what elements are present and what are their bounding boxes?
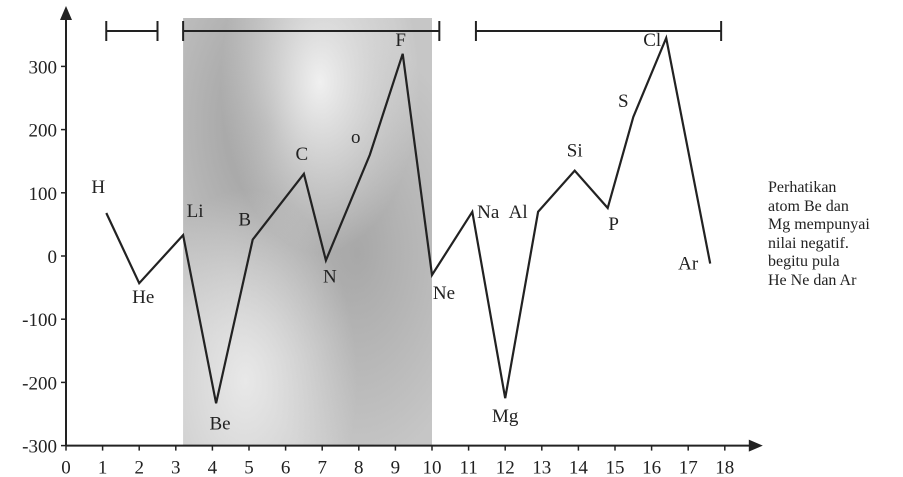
element-label-si: Si (567, 141, 583, 162)
note-line: He Ne dan Ar (768, 271, 857, 289)
x-tick-label: 11 (459, 458, 477, 477)
element-label-ne: Ne (433, 283, 455, 304)
note-line: Mg mempunyai (768, 216, 870, 233)
x-tick-label: 13 (532, 458, 551, 477)
axes: 0 1 2 3 4 5 6 7 8 9 10 11 12 13 14 15 16 17 18-300-200-100… (22, 6, 763, 477)
element-label-he: He (132, 287, 154, 308)
x-tick-label: 3 (171, 458, 181, 477)
element-label-al: Al (509, 202, 528, 223)
x-tick-label: 18 (715, 458, 734, 477)
x-axis-arrow (748, 439, 763, 452)
element-label-li: Li (187, 201, 204, 222)
element-label-b: B (238, 210, 251, 231)
x-tick-label: 15 (606, 458, 625, 477)
y-tick-label: 0 (48, 247, 58, 268)
element-label-c: C (296, 144, 309, 165)
x-tick-label: 2 (134, 458, 144, 477)
y-tick-label: -300 (22, 437, 57, 458)
note-line: Perhatikan (768, 179, 837, 196)
group-bracket (182, 21, 441, 41)
y-tick-label: -200 (22, 373, 57, 394)
y-axis-arrow (60, 6, 72, 20)
x-tick-label: 14 (569, 458, 589, 477)
element-labels: H He Li Be B C No F Ne Na Mg Al Si P S Cl Ar (91, 30, 698, 434)
x-tick-label: 17 (679, 458, 698, 477)
element-label-o: o (351, 127, 361, 148)
element-label-p: P (608, 214, 619, 235)
y-tick-label: 100 (29, 184, 58, 205)
y-tick-label: 300 (29, 57, 58, 78)
x-tick-label: 5 (244, 458, 254, 477)
note-line: atom Be dan (768, 197, 849, 215)
group-bracket (105, 21, 159, 41)
element-label-na: Na (477, 202, 500, 223)
x-tick-label: 1 (98, 458, 108, 477)
group-bracket (474, 21, 723, 41)
group-brackets (105, 21, 723, 41)
element-label-f: F (395, 30, 406, 51)
element-label-mg: Mg (492, 406, 519, 427)
x-tick-label: 4 (208, 458, 218, 477)
note-line: nilai negatif. (768, 234, 849, 252)
x-tick-label: 9 (391, 458, 401, 477)
series-line (105, 34, 712, 404)
y-tick-label: -100 (22, 310, 57, 331)
x-tick-label: 7 (317, 458, 327, 477)
note-line: begitu pula (768, 253, 840, 270)
element-label-cl: Cl (643, 30, 661, 51)
element-label-n: N (323, 266, 337, 287)
y-tick-label: 200 (29, 121, 58, 142)
element-label-h: H (91, 177, 105, 198)
x-tick-label: 16 (642, 458, 661, 477)
element-label-ar: Ar (678, 254, 699, 275)
annotation-note: Perhatikan atom Be dan Mg mempunyai nila… (768, 179, 903, 290)
x-tick-label: 0 (61, 458, 71, 477)
x-tick-label: 8 (354, 458, 364, 477)
x-tick-label: 10 (423, 458, 442, 477)
x-tick-label: 12 (496, 458, 515, 477)
x-tick-label: 6 (281, 458, 291, 477)
element-label-be: Be (210, 413, 231, 434)
series-polyline (105, 34, 712, 404)
element-label-s: S (618, 91, 629, 112)
